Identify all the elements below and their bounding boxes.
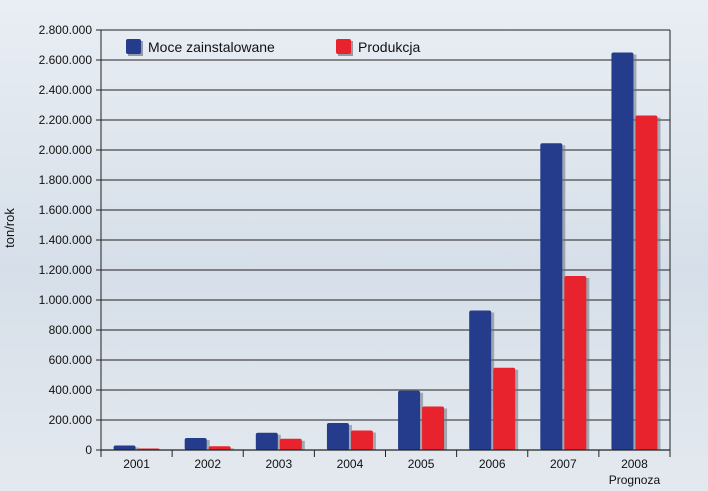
y-tick-labels: 0 200.000 400.000 600.000 800.000 1.000.000 1.…	[39, 23, 93, 457]
legend-label-moce-zainstalowane: Moce zainstalowane	[148, 39, 275, 55]
x-tick-label: 2006	[479, 457, 506, 471]
axes	[100, 29, 671, 457]
x-tick-label: 2008	[621, 457, 648, 471]
bar-produkcja-2004	[350, 430, 373, 450]
legend-swatch-moce-zainstalowane	[126, 39, 141, 54]
bar-produkcja-2006	[493, 367, 516, 450]
bar-moce-zainstalowane-2006	[469, 310, 492, 450]
y-tick-label: 1.800.000	[39, 173, 93, 187]
y-tick-label: 400.000	[49, 383, 93, 397]
y-tick-label: 2.600.000	[39, 53, 93, 67]
grid-lines	[96, 29, 670, 451]
bar-produkcja-2002	[208, 446, 231, 450]
bar-moce-zainstalowane-2001	[113, 445, 136, 450]
x-tick-label: 2007	[550, 457, 577, 471]
legend-swatch-produkcja	[336, 39, 351, 54]
legend: Moce zainstalowane Produkcja	[126, 39, 420, 56]
y-tick-label: 0	[85, 443, 92, 457]
bars	[113, 52, 661, 450]
bar-produkcja-2007	[564, 276, 587, 450]
x-tick-labels: 2001 2002 2003 2004 2005 2006 2007 2008 Prognoza	[123, 457, 660, 487]
bar-moce-zainstalowane-2002	[184, 438, 207, 450]
x-tick-label: 2005	[408, 457, 435, 471]
y-tick-label: 2.800.000	[39, 23, 93, 37]
x-tick-note: Prognoza	[609, 473, 661, 487]
y-axis-label: ton/rok	[2, 208, 17, 248]
y-tick-label: 1.600.000	[39, 203, 93, 217]
y-tick-label: 1.000.000	[39, 293, 93, 307]
y-tick-label: 1.400.000	[39, 233, 93, 247]
legend-label-produkcja: Produkcja	[358, 39, 420, 55]
x-tick-label: 2001	[123, 457, 150, 471]
y-tick-label: 2.000.000	[39, 143, 93, 157]
bar-produkcja-2008	[635, 115, 658, 450]
bar-moce-zainstalowane-2008	[611, 52, 634, 450]
bar-moce-zainstalowane-2003	[255, 432, 278, 450]
x-tick-label: 2004	[337, 457, 364, 471]
y-tick-label: 2.400.000	[39, 83, 93, 97]
y-tick-label: 200.000	[49, 413, 93, 427]
y-tick-label: 800.000	[49, 323, 93, 337]
y-tick-label: 1.200.000	[39, 263, 93, 277]
bar-moce-zainstalowane-2007	[540, 143, 563, 450]
bar-produkcja-2003	[279, 438, 302, 450]
y-tick-label: 2.200.000	[39, 113, 93, 127]
x-tick-label: 2002	[194, 457, 221, 471]
x-tick-label: 2003	[265, 457, 292, 471]
bar-moce-zainstalowane-2004	[326, 423, 349, 450]
y-tick-label: 600.000	[49, 353, 93, 367]
bar-moce-zainstalowane-2005	[398, 390, 421, 450]
bar-produkcja-2005	[422, 406, 445, 450]
